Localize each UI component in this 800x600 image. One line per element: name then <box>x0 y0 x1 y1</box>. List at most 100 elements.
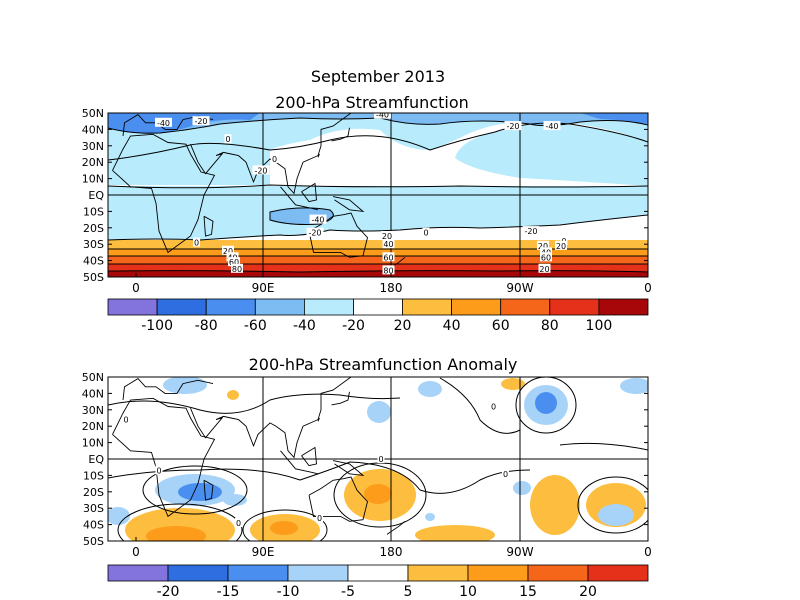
panel1-neg-band-north <box>108 113 648 186</box>
colorbar-swatch <box>587 564 649 582</box>
coastline-1 <box>122 378 214 401</box>
panel2-y-axis: 50N 40N 30N 20N 10N EQ 10S 20S 30S 40S 50S <box>82 371 648 548</box>
colorbar-label: -10 <box>277 584 300 600</box>
contour-label-20: 60 <box>383 253 393 262</box>
panel1-x-axis: 0 90E 180 90W 0 <box>132 273 652 295</box>
colorbar-swatch <box>347 564 409 582</box>
contour-label-18: 20 <box>382 232 392 241</box>
contour-label-bg-4 <box>543 121 561 131</box>
panel1-title: 200-hPa Streamfunction <box>275 93 469 112</box>
contour-label-22: 20 <box>538 242 548 251</box>
x-tick-label: 0 <box>644 281 652 295</box>
anom-neg-africa-core <box>178 483 222 501</box>
panel2-colorbar: -20 -15 -10 -5 5 10 15 20 <box>107 564 649 600</box>
colorbar-label: 20 <box>394 318 412 334</box>
contour-label-17: 80 <box>232 265 242 274</box>
contour-label-6: -20 <box>254 166 267 175</box>
coastline-9 <box>23 439 86 544</box>
anom-neg-satl-west <box>108 507 130 525</box>
coastline-10 <box>0 113 56 154</box>
coastline-10 <box>0 377 56 418</box>
colorbar-swatch <box>205 298 256 316</box>
contour-label-bg-17 <box>231 263 243 273</box>
contour-label-2: -40 <box>376 111 389 120</box>
contour-label-21: 80 <box>383 266 393 275</box>
anom-pos-caspian <box>227 390 239 400</box>
panel1-neg-band-north-main <box>108 113 648 160</box>
contour-label-9: -20 <box>308 229 321 238</box>
contour-label-4: 0 <box>491 403 496 412</box>
colorbar-label: 100 <box>586 318 613 334</box>
colorbar-label: -20 <box>342 318 365 334</box>
anom-neg-usa-core <box>535 392 557 414</box>
contour-label-1: 0 <box>156 467 161 476</box>
y-tick-label: 10S <box>83 469 104 482</box>
panel1-neg-band-tropics <box>108 186 648 240</box>
contour-label-bg-14 <box>222 245 234 255</box>
coastline-3 <box>280 450 319 475</box>
panel1-grid <box>108 113 648 277</box>
contour-label-bg-3 <box>504 121 522 131</box>
colorbar-swatch <box>254 298 305 316</box>
coastline-6 <box>308 212 368 258</box>
coastline-5 <box>332 460 365 477</box>
panel1-contour-labels: -20-40-40-20-400-200-40-200-200020406080… <box>155 111 568 275</box>
coastline-3 <box>280 186 319 211</box>
contour-label-bg-15 <box>226 252 239 262</box>
contour-label-bg-23 <box>540 247 552 257</box>
contour-label-bg-24 <box>540 252 552 262</box>
anom-pos-spac-core <box>364 484 392 504</box>
contour-label-16: 60 <box>229 258 239 267</box>
panel2-x-axis: 0 90E 180 90W 0 <box>132 537 652 559</box>
coastline-11 <box>12 159 39 166</box>
contour-label-bg-1 <box>155 117 172 127</box>
contour-label-8: -40 <box>311 216 324 225</box>
colorbar-swatch <box>402 298 452 316</box>
anom-pos-sam <box>530 475 580 535</box>
panel1-map: -20-40-40-20-400-200-40-200-200020406080… <box>0 111 648 277</box>
anom-neg-npac <box>367 401 391 423</box>
contour-label-3: -20 <box>506 122 519 131</box>
panel1-neg40-nw <box>108 113 260 134</box>
contour-label-bg-10 <box>422 227 430 237</box>
y-tick-label: 10N <box>82 173 104 186</box>
contour-label-3: 0 <box>503 470 508 479</box>
contour-label-bg-0 <box>122 414 130 424</box>
x-tick-label: 180 <box>380 545 403 559</box>
y-tick-label: 20S <box>83 486 104 499</box>
contour-label-bg-16 <box>228 257 240 267</box>
coastline-4 <box>301 446 317 467</box>
y-tick-label: 40N <box>82 387 104 400</box>
panel2-contour-lines <box>108 377 648 541</box>
x-tick-label: 0 <box>132 545 140 559</box>
colorbar-swatch <box>451 298 502 316</box>
coastline-13 <box>317 153 320 158</box>
panel2-contour-labels: 0 0 0 0 0 0 0 <box>122 401 509 528</box>
contour-label-bg-5 <box>224 134 232 144</box>
coastline-12 <box>331 127 350 142</box>
anom-neg-eurasia <box>163 377 207 394</box>
contour-label-bg-19 <box>382 239 395 249</box>
figure-title: September 2013 <box>311 67 445 86</box>
coastline-14 <box>203 479 214 501</box>
anom-pos-sopac <box>415 525 495 541</box>
coastline-2 <box>190 377 352 459</box>
anom-pos-sio-east-core <box>270 521 298 535</box>
anom-pos-canada <box>501 378 525 390</box>
colorbar-swatch <box>527 564 589 582</box>
x-tick-label: 90W <box>506 545 533 559</box>
contour-label-bg-7 <box>271 153 278 163</box>
colorbar-swatch <box>167 564 229 582</box>
contour-label-bg-22 <box>537 240 549 250</box>
coastline-6 <box>308 476 368 522</box>
coastline-0 <box>112 133 216 254</box>
colorbar-swatch <box>467 564 529 582</box>
y-tick-label: 20S <box>83 222 104 235</box>
y-tick-label: 30S <box>83 238 104 251</box>
colorbar-label: 5 <box>404 584 413 600</box>
contour-label-0: -20 <box>194 117 207 126</box>
panel2-grid <box>108 377 648 541</box>
coastline-14 <box>203 215 214 237</box>
contour-label-10: 0 <box>423 229 428 238</box>
contour-label-bg-0 <box>192 116 210 126</box>
